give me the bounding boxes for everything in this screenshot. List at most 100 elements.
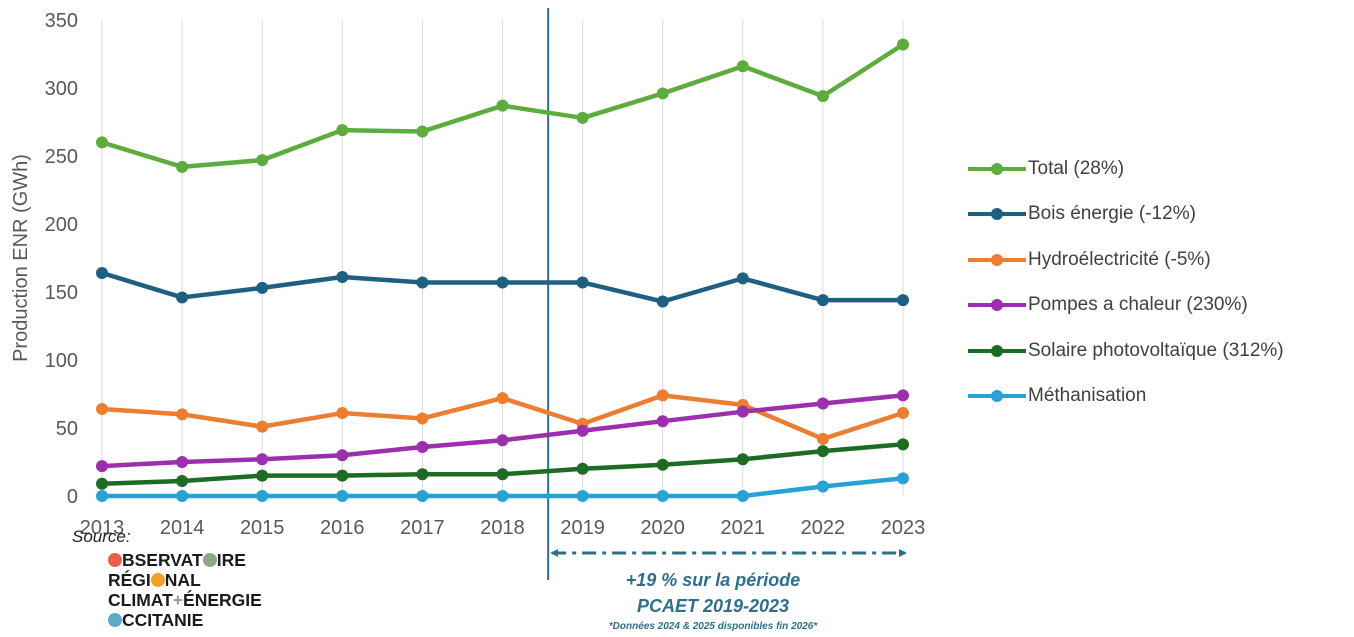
data-point: [816, 294, 829, 307]
legend-label: Hydroélectricité (-5%): [1028, 248, 1211, 270]
data-point: [336, 271, 349, 284]
series-group: [96, 389, 909, 473]
data-point: [897, 472, 909, 485]
y-tick-label: 150: [45, 282, 78, 304]
data-point: [176, 475, 189, 488]
data-point: [256, 420, 269, 433]
data-point: [256, 154, 269, 167]
data-point: [256, 469, 269, 482]
logo-dot-red: [108, 553, 122, 567]
data-point: [576, 424, 589, 437]
data-point: [897, 389, 909, 402]
y-tick-label: 200: [45, 214, 78, 236]
data-point: [656, 87, 669, 100]
data-point: [897, 407, 909, 420]
data-point: [496, 468, 509, 481]
data-point: [736, 405, 749, 418]
data-point: [96, 136, 108, 149]
data-point: [416, 441, 429, 454]
legend-swatch: [968, 159, 1026, 179]
legend-label: Méthanisation: [1028, 385, 1147, 407]
data-point: [336, 124, 349, 137]
data-point: [816, 397, 829, 410]
data-point: [96, 266, 108, 279]
data-point: [416, 276, 429, 289]
observatoire-logo: BSERVAT IRE RÉGI NAL CLIMAT+ÉNERGIE CCITAN…: [108, 550, 262, 630]
data-point: [496, 392, 509, 405]
data-point: [336, 449, 349, 462]
series-group: [96, 438, 909, 490]
logo-dot-green: [202, 553, 217, 567]
data-point: [656, 490, 669, 502]
data-point: [816, 480, 829, 493]
data-point: [176, 291, 189, 304]
data-point: [176, 490, 189, 502]
data-point: [496, 434, 509, 447]
legend-label: Bois énergie (-12%): [1028, 203, 1196, 225]
data-point: [656, 389, 669, 402]
data-point: [256, 490, 269, 502]
vertical-gridlines: [101, 20, 904, 496]
data-point: [176, 160, 189, 173]
series-group: [96, 38, 909, 173]
data-point: [816, 432, 829, 445]
x-tick-label: 2022: [801, 517, 846, 539]
x-tick-label: 2013: [80, 517, 125, 539]
data-point: [176, 408, 189, 421]
data-point: [736, 490, 749, 502]
data-point: [416, 125, 429, 138]
data-point: [656, 295, 669, 308]
data-point: [736, 272, 749, 285]
x-tick-label: 2020: [640, 517, 685, 539]
data-point: [576, 111, 589, 124]
data-point: [576, 276, 589, 289]
legend-item: Bois énergie (-12%): [968, 192, 1284, 238]
data-point: [96, 460, 108, 473]
legend-item: Méthanisation: [968, 374, 1284, 420]
y-axis-label: Production ENR (GWh): [10, 154, 32, 362]
logo-dot-orange: [150, 573, 165, 587]
y-tick-label: 0: [67, 486, 78, 508]
legend-swatch: [968, 386, 1026, 406]
x-tick-label: 2021: [721, 517, 766, 539]
data-point: [736, 453, 749, 466]
legend: Total (28%) Bois énergie (-12%) Hydroélect…: [968, 146, 1284, 419]
x-tick-label: 2016: [320, 517, 365, 539]
data-point: [656, 415, 669, 428]
data-point: [897, 294, 909, 307]
legend-item: Hydroélectricité (-5%): [968, 237, 1284, 283]
data-point: [256, 453, 269, 466]
data-point: [256, 281, 269, 294]
data-point: [336, 407, 349, 420]
data-point: [656, 458, 669, 471]
data-point: [416, 468, 429, 481]
data-point: [336, 469, 349, 482]
x-tick-label: 2019: [560, 517, 605, 539]
x-tick-label: 2014: [160, 517, 205, 539]
x-axis-ticks: 2013 2014 2015 2016 2017 2018 2019 2020 2021 2022…: [80, 517, 926, 539]
legend-swatch: [968, 341, 1026, 361]
data-point: [816, 90, 829, 103]
data-point: [96, 477, 108, 490]
y-axis-ticks: 0 50 100 150 200 250 300 350: [45, 10, 78, 508]
logo-dot-blue: [108, 613, 122, 627]
data-point: [897, 438, 909, 451]
data-point: [576, 490, 589, 502]
period-name-text: PCAET 2019-2023: [636, 596, 790, 616]
data-point: [416, 412, 429, 425]
data-point: [816, 445, 829, 458]
legend-swatch: [968, 250, 1026, 270]
source-label: Source:: [72, 527, 131, 546]
legend-item: Solaire photovoltaïque (312%): [968, 328, 1284, 374]
data-point: [496, 99, 509, 112]
data-point: [496, 276, 509, 289]
series-group: [96, 472, 909, 502]
data-point: [176, 456, 189, 468]
legend-swatch: [968, 204, 1026, 224]
x-tick-label: 2023: [881, 517, 926, 539]
data-point: [96, 490, 108, 502]
x-tick-label: 2015: [240, 517, 285, 539]
legend-label: Total (28%): [1028, 157, 1125, 179]
data-point: [576, 462, 589, 475]
y-tick-label: 100: [45, 350, 78, 372]
